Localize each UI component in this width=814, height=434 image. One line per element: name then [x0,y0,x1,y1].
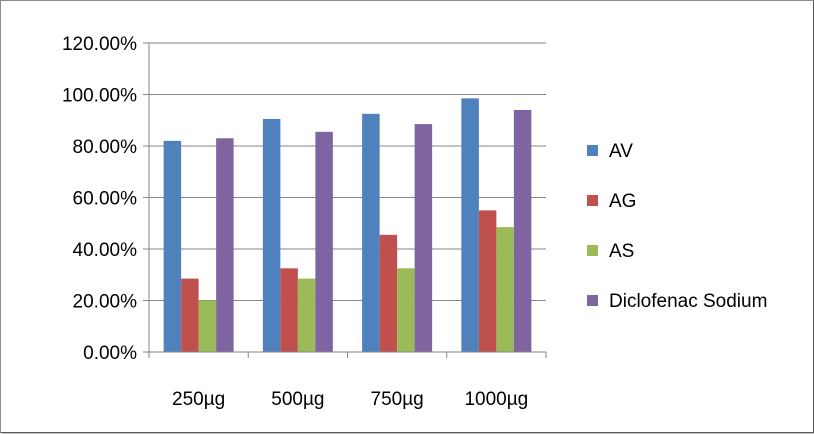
legend: AV AG AS Diclofenac Sodium [587,141,767,312]
y-tick-labels: 0.00% 20.00% 40.00% 60.00% 80.00% 100.00% 120.… [62,34,137,364]
bar-as-1 [297,278,316,352]
legend-swatch [587,245,598,256]
y-tick-label: 60.00% [73,189,138,210]
legend-swatch [587,195,598,206]
x-tick-label: 1000µg [464,389,528,410]
y-tick-label: 40.00% [73,240,138,261]
bar-diclofenac-sodium-3 [513,109,532,352]
bar-ag-3 [478,210,497,352]
bar-av-0 [163,140,182,352]
bar-diclofenac-sodium-0 [216,138,234,352]
y-tick-label: 120.00% [62,34,137,55]
y-tick-label: 20.00% [73,292,138,313]
legend-swatch [587,145,598,156]
x-tick-label: 250µg [172,389,225,410]
x-tick-label: 750µg [371,389,424,410]
bar-diclofenac-sodium-2 [414,124,433,352]
axes [143,42,547,358]
bar-as-3 [496,227,514,352]
x-tick-label: 500µg [271,389,324,410]
y-tick-label: 0.00% [83,343,137,364]
bar-ag-0 [181,278,199,352]
legend-swatch [587,295,598,306]
y-tick-label: 80.00% [73,137,138,158]
legend-label: AG [609,191,636,212]
legend-label: AV [609,141,633,162]
bar-av-3 [461,98,479,352]
bar-as-2 [397,268,415,352]
bar-av-2 [362,113,380,352]
bar-av-1 [262,118,281,353]
bar-as-0 [198,300,217,352]
bar-ag-2 [379,234,398,352]
bar-diclofenac-sodium-1 [315,131,333,352]
bar-ag-1 [280,268,298,352]
bars [163,98,532,353]
legend-label: AS [609,241,634,262]
x-tick-labels: 250µg 500µg 750µg 1000µg [172,389,528,410]
legend-label: Diclofenac Sodium [609,291,767,312]
y-tick-label: 100.00% [62,86,137,107]
